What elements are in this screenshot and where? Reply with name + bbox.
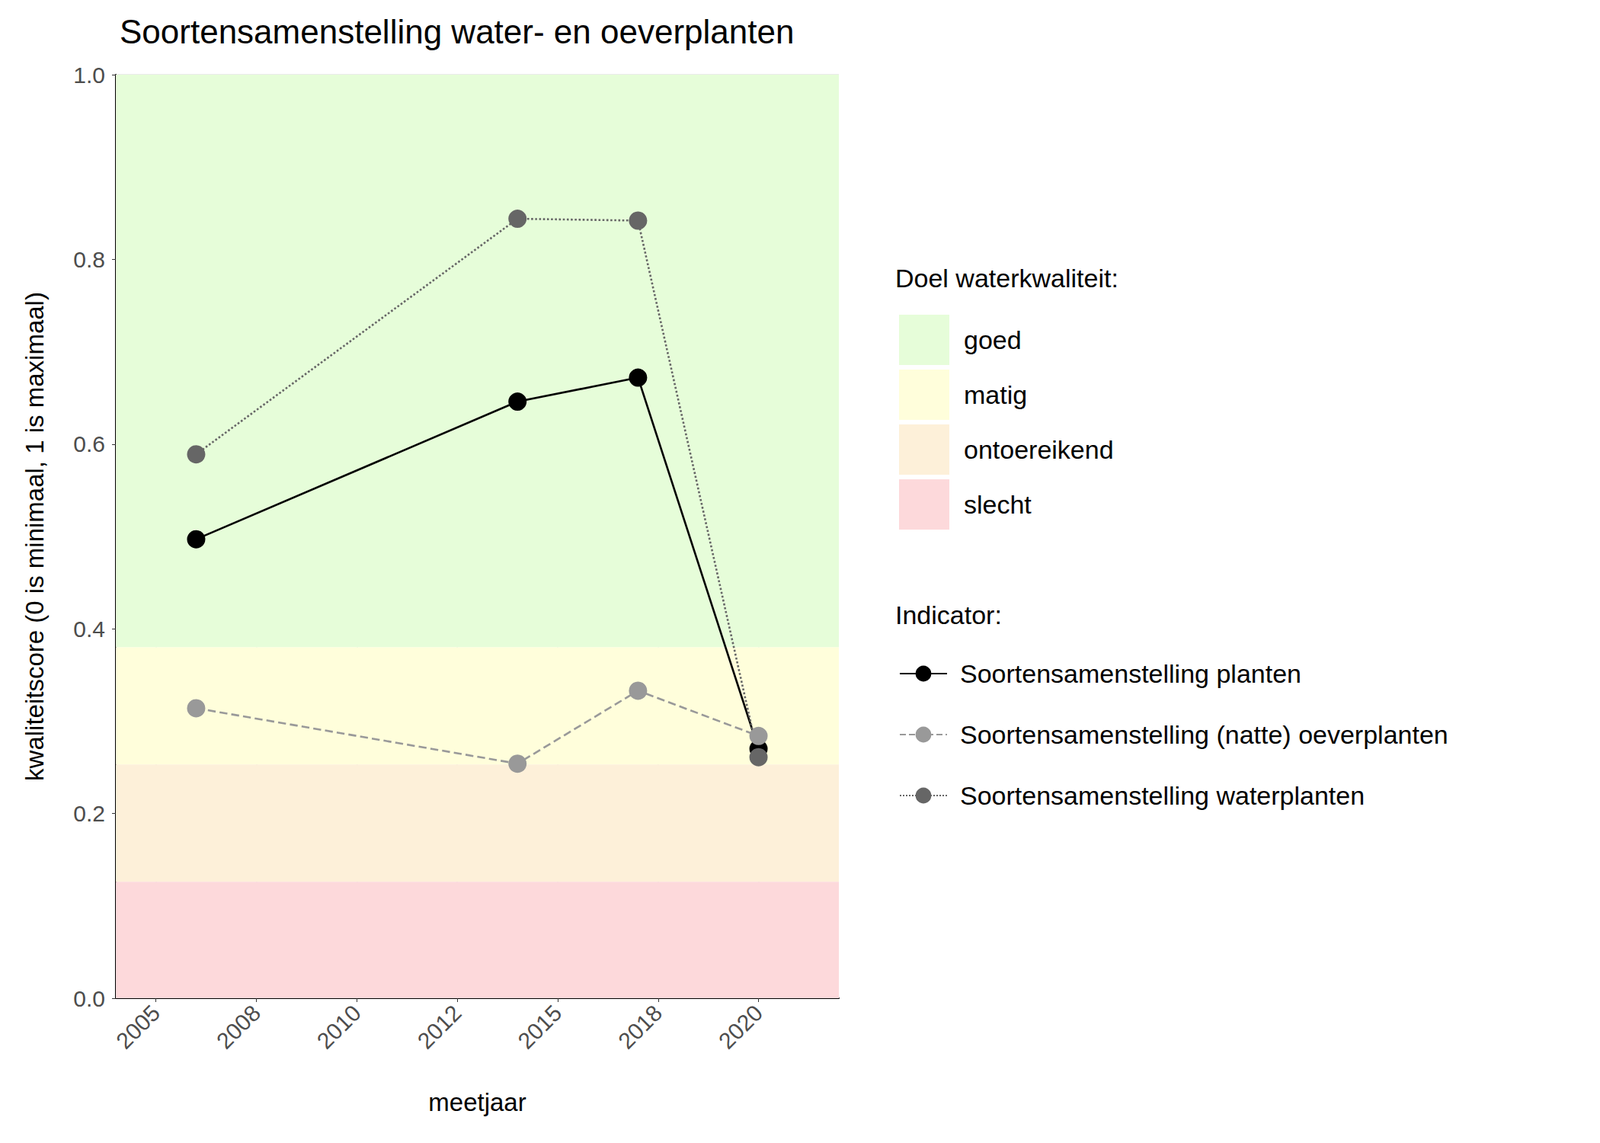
- svg-text:Soortensamenstelling waterplan: Soortensamenstelling waterplanten: [960, 780, 1365, 810]
- svg-text:goed: goed: [963, 325, 1022, 355]
- svg-text:slecht: slecht: [963, 489, 1032, 519]
- svg-text:2008: 2008: [211, 999, 266, 1054]
- svg-text:Indicator:: Indicator:: [895, 600, 1002, 630]
- svg-text:0.4: 0.4: [73, 616, 106, 642]
- svg-text:meetjaar: meetjaar: [428, 1088, 526, 1117]
- svg-text:Doel waterkwaliteit:: Doel waterkwaliteit:: [895, 263, 1119, 293]
- svg-text:2010: 2010: [311, 999, 366, 1054]
- svg-text:Soortensamenstelling water- en: Soortensamenstelling water- en oeverplan…: [119, 12, 794, 51]
- svg-text:0.6: 0.6: [73, 431, 106, 457]
- svg-text:Soortensamenstelling (natte) o: Soortensamenstelling (natte) oeverplante…: [960, 720, 1449, 749]
- svg-text:2005: 2005: [111, 999, 166, 1054]
- svg-text:ontoereikend: ontoereikend: [963, 435, 1114, 464]
- svg-text:2012: 2012: [412, 999, 467, 1054]
- svg-text:Soortensamenstelling planten: Soortensamenstelling planten: [960, 659, 1302, 688]
- svg-text:0.8: 0.8: [73, 246, 106, 272]
- svg-text:2018: 2018: [613, 999, 668, 1054]
- svg-text:1.0: 1.0: [73, 62, 106, 88]
- svg-text:2015: 2015: [512, 999, 567, 1054]
- svg-text:0.2: 0.2: [73, 800, 106, 826]
- svg-text:0.0: 0.0: [73, 985, 106, 1012]
- svg-text:matig: matig: [963, 380, 1028, 410]
- svg-text:kwaliteitscore (0 is minimaal,: kwaliteitscore (0 is minimaal, 1 is maxi…: [20, 291, 49, 781]
- svg-text:2020: 2020: [713, 999, 768, 1054]
